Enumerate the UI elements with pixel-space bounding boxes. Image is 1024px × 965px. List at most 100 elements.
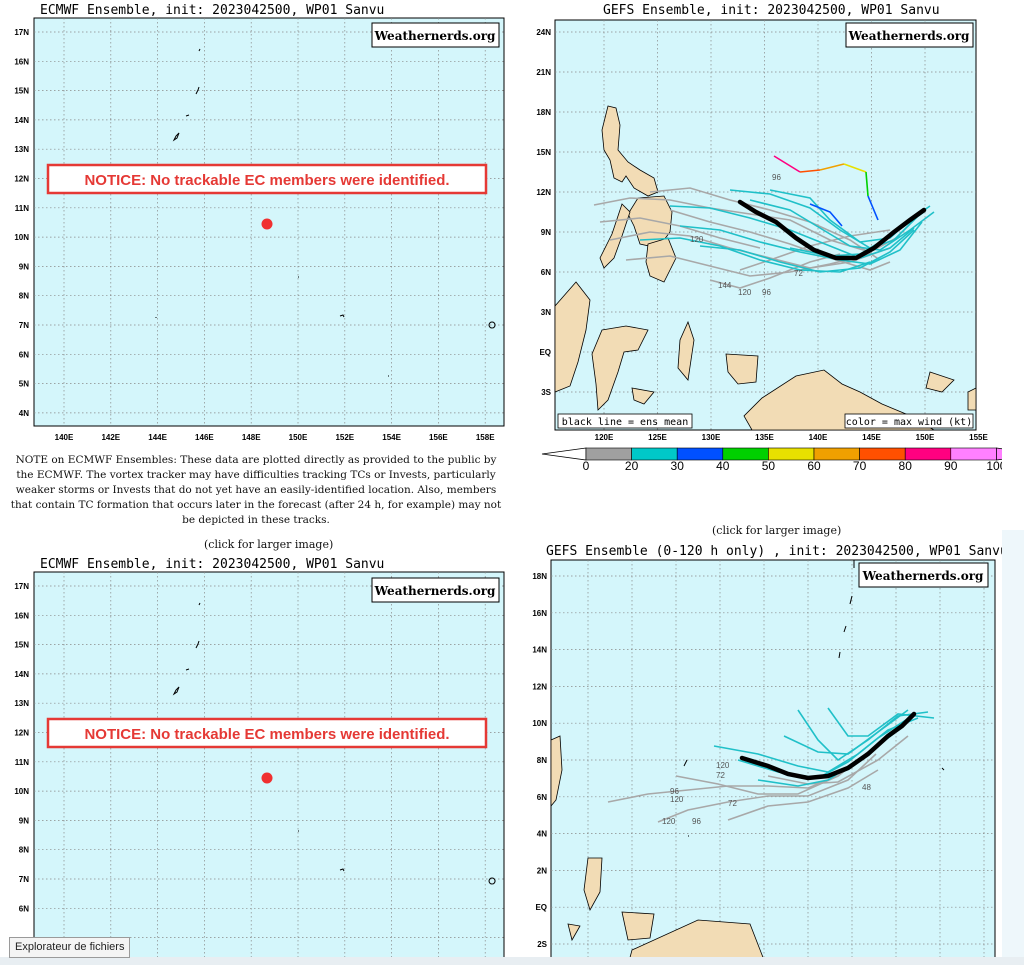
lat-label: 10N	[14, 787, 29, 796]
lat-label: 15N	[14, 641, 29, 650]
gefs-bottom-track-label: 48	[862, 783, 871, 792]
lat-label: 18N	[536, 108, 551, 117]
lon-label: 125E	[648, 433, 667, 442]
ecmwf-top-grid	[34, 18, 504, 426]
lon-label: 150E	[289, 433, 308, 442]
gefs-top-panel[interactable]: GEFS Ensemble, init: 2023042500, WP01 Sa…	[530, 0, 1002, 475]
scale-label: 50	[762, 459, 776, 473]
lat-label: 10N	[532, 719, 547, 728]
gefs-top-track-label: 96	[772, 173, 781, 182]
click-larger-right[interactable]: (click for larger image)	[712, 524, 842, 537]
lat-label: 17N	[14, 28, 29, 37]
gefs-top-strong-track	[773, 155, 879, 227]
gefs-bottom-track-label: 120	[716, 761, 730, 770]
gefs-top-track-label: 96	[762, 288, 771, 297]
lat-label: 6N	[19, 350, 29, 359]
lat-label: 15N	[536, 148, 551, 157]
lat-label: 8N	[19, 292, 29, 301]
scale-label: 90	[944, 459, 958, 473]
gefs-bottom-plot-area	[550, 559, 996, 965]
gefs-bottom-cyan-tracks	[713, 707, 935, 787]
ecmwf-bottom-map[interactable]: ECMWF Ensemble, init: 2023042500, WP01 S…	[6, 554, 510, 965]
lon-label: 140E	[55, 433, 74, 442]
gefs-top-title: GEFS Ensemble, init: 2023042500, WP01 Sa…	[603, 3, 940, 18]
lat-label: 17N	[14, 582, 29, 591]
lon-label: 142E	[101, 433, 120, 442]
ecmwf-top-notice-box	[46, 163, 488, 195]
ecmwf-bottom-plot-area	[33, 571, 505, 965]
scale-label: 70	[853, 459, 867, 473]
lat-label: 21N	[536, 68, 551, 77]
scale-label: 0	[583, 459, 590, 473]
lon-label: 158E	[476, 433, 495, 442]
ecmwf-bottom-lat-labels: 17N 16N 15N 14N 13N 12N 11N 10N 9N 8N 7N 6N	[14, 582, 29, 913]
gefs-top-map[interactable]: GEFS Ensemble, init: 2023042500, WP01 Sa…	[530, 0, 1002, 475]
lat-label: EQ	[535, 903, 547, 912]
lat-label: 12N	[14, 175, 29, 184]
lat-label: EQ	[539, 348, 551, 357]
lon-label: 140E	[809, 433, 828, 442]
lat-label: 24N	[536, 28, 551, 37]
click-larger-left[interactable]: (click for larger image)	[204, 538, 334, 551]
lat-label: 7N	[19, 875, 29, 884]
lat-label: 2N	[537, 866, 547, 875]
lat-label: 11N	[15, 758, 29, 767]
gefs-top-track-label: 120	[690, 235, 704, 244]
lat-label: 18N	[532, 572, 547, 581]
lon-label: 156E	[429, 433, 448, 442]
lat-label: 12N	[536, 188, 551, 197]
ecmwf-bottom-storm-dot	[261, 772, 273, 784]
lat-label: 16N	[14, 57, 29, 66]
ecmwf-top-map[interactable]: ECMWF Ensemble, init: 2023042500, WP01 S…	[6, 0, 510, 447]
gefs-top-legend-right-box	[844, 413, 974, 429]
lat-label: 13N	[14, 145, 29, 154]
file-explorer-tooltip: Explorateur de fichiers	[9, 937, 131, 958]
lat-label: 5N	[19, 380, 29, 389]
ecmwf-bottom-panel[interactable]: ECMWF Ensemble, init: 2023042500, WP01 S…	[6, 554, 510, 965]
gefs-top-color-scale	[541, 447, 1002, 461]
gefs-bottom-brand: Weathernerds.org	[862, 569, 984, 583]
scale-label: 60	[807, 459, 821, 473]
gefs-bottom-islands	[683, 560, 945, 837]
ecmwf-bottom-brand-box	[371, 577, 500, 603]
gefs-bottom-track-label: 96	[692, 817, 701, 826]
gefs-bottom-track-label: 96	[670, 787, 679, 796]
gefs-top-legend-right: color = max wind (kt)	[846, 417, 972, 428]
ecmwf-bottom-brand: Weathernerds.org	[374, 584, 496, 598]
gefs-bottom-brand-box	[858, 562, 989, 588]
lon-label: 146E	[195, 433, 214, 442]
lat-label: 6N	[19, 904, 29, 913]
gefs-top-ens-mean	[737, 199, 927, 261]
lon-label: 155E	[969, 433, 988, 442]
lon-label: 145E	[862, 433, 881, 442]
ecmwf-top-brand-box	[371, 22, 500, 48]
gefs-bottom-title: GEFS Ensemble (0-120 h only) , init: 202…	[546, 544, 1002, 559]
gefs-bottom-grey-tracks	[607, 735, 909, 823]
lat-label: 6N	[537, 793, 547, 802]
ecmwf-top-panel[interactable]: ECMWF Ensemble, init: 2023042500, WP01 S…	[6, 0, 510, 447]
gefs-bottom-panel[interactable]: GEFS Ensemble (0-120 h only) , init: 202…	[528, 540, 1002, 965]
lat-label: 15N	[14, 87, 29, 96]
lat-label: 14N	[14, 116, 29, 125]
lat-label: 11N	[15, 204, 29, 213]
lat-label: 8N	[537, 756, 547, 765]
page-bottom-edge	[0, 957, 1024, 965]
ecmwf-bottom-title: ECMWF Ensemble, init: 2023042500, WP01 S…	[40, 557, 384, 572]
scale-label: 80	[899, 459, 913, 473]
lat-label: 13N	[14, 699, 29, 708]
page-right-strip	[1002, 530, 1024, 965]
gefs-bottom-track-label: 72	[728, 799, 737, 808]
lat-label: 9N	[19, 816, 29, 825]
ecmwf-bottom-notice-box	[46, 717, 488, 749]
lat-label: 2S	[537, 940, 547, 949]
gefs-bottom-map[interactable]: GEFS Ensemble (0-120 h only) , init: 202…	[528, 540, 1002, 965]
ecmwf-note: NOTE on ECMWF Ensembles: These data are …	[10, 454, 502, 526]
lat-label: 8N	[19, 846, 29, 855]
lat-label: 3N	[541, 308, 551, 317]
lon-label: 150E	[916, 433, 935, 442]
scale-left-cap	[541, 447, 587, 461]
gefs-top-color-scale-labels: 0 20 30 40 50 60 70 80 90 100	[583, 459, 1002, 473]
gefs-top-track-labels: 144 120 96 72 120 96	[690, 173, 803, 297]
ecmwf-top-notice: NOTICE: No trackable EC members were ide…	[84, 172, 449, 189]
lon-label: 154E	[382, 433, 401, 442]
